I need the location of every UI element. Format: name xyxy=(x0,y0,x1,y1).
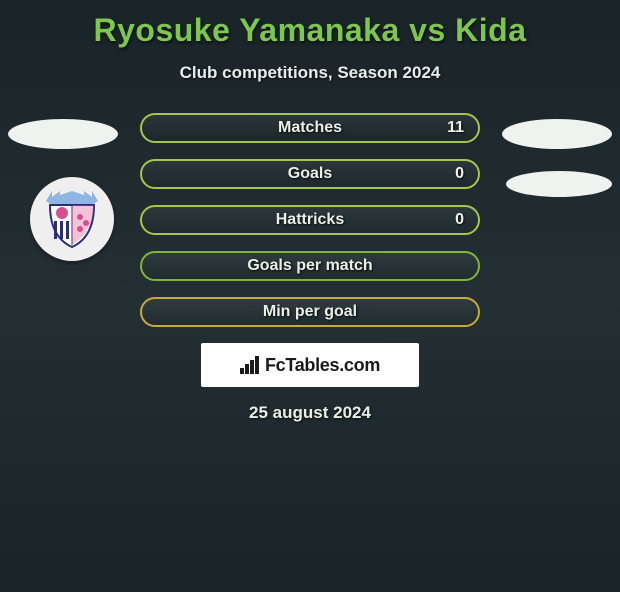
page-title: Ryosuke Yamanaka vs Kida xyxy=(0,12,620,49)
stat-value: 0 xyxy=(455,165,464,183)
stat-label: Matches xyxy=(278,119,342,137)
club-badge xyxy=(30,177,114,261)
stat-value: 11 xyxy=(447,119,464,137)
stat-label: Goals xyxy=(288,165,332,183)
stat-bar-goals-per-match: Goals per match xyxy=(140,251,480,281)
page-subtitle: Club competitions, Season 2024 xyxy=(0,63,620,83)
stat-bar-matches: Matches 11 xyxy=(140,113,480,143)
bar-chart-icon xyxy=(240,356,259,374)
comparison-layout: Matches 11 Goals 0 Hattricks 0 Goals per… xyxy=(0,113,620,423)
branding-box: FcTables.com xyxy=(201,343,419,387)
placeholder-ellipse-left xyxy=(8,119,118,149)
stat-label: Goals per match xyxy=(247,257,372,275)
stat-bars: Matches 11 Goals 0 Hattricks 0 Goals per… xyxy=(140,113,480,327)
club-crest-icon xyxy=(40,187,104,251)
stat-bar-hattricks: Hattricks 0 xyxy=(140,205,480,235)
stat-label: Min per goal xyxy=(263,303,357,321)
stat-bar-goals: Goals 0 xyxy=(140,159,480,189)
footer-date: 25 august 2024 xyxy=(0,403,620,423)
branding-text: FcTables.com xyxy=(265,355,380,376)
stat-bar-min-per-goal: Min per goal xyxy=(140,297,480,327)
placeholder-ellipse-right-mid xyxy=(506,171,612,197)
placeholder-ellipse-right-top xyxy=(502,119,612,149)
stat-value: 0 xyxy=(455,211,464,229)
stat-label: Hattricks xyxy=(276,211,344,229)
